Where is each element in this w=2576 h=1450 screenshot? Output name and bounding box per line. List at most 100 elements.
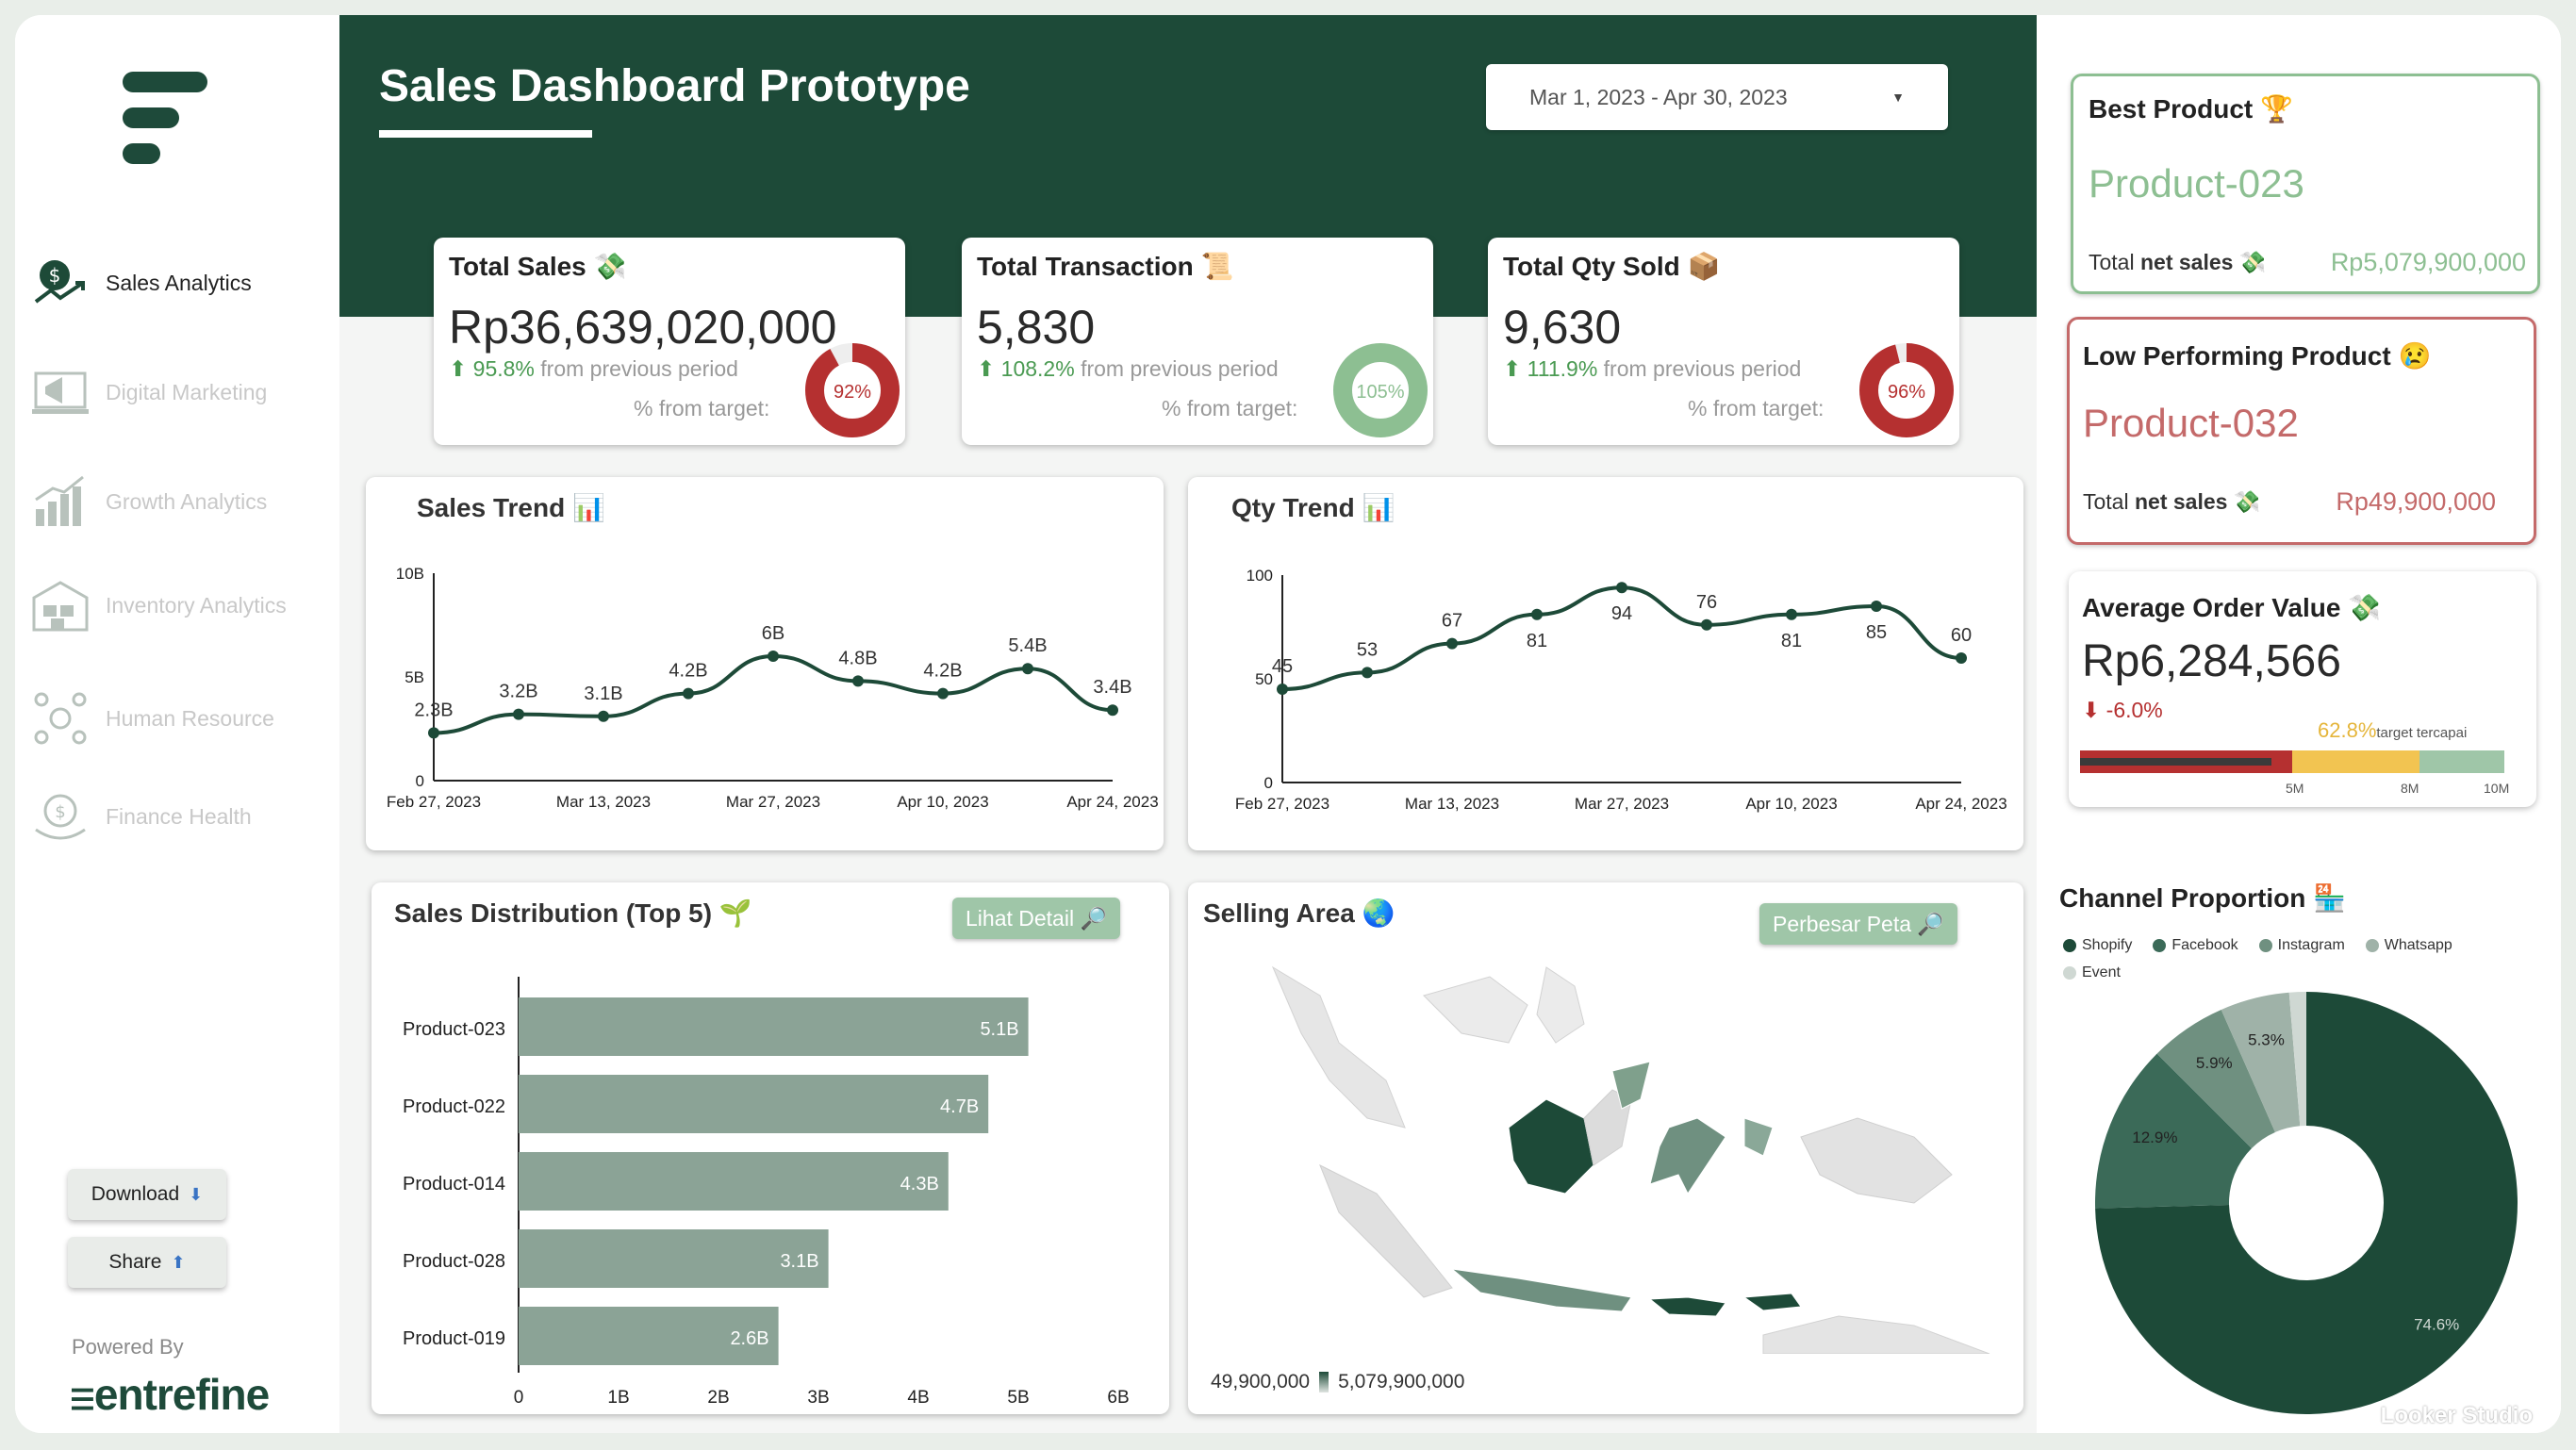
- ring-fill: [1333, 343, 1428, 437]
- y-tick-label: 0: [1264, 774, 1273, 792]
- bar: [519, 1075, 989, 1133]
- low-product-net-label: Total net sales 💸: [2083, 489, 2261, 514]
- share-icon: ⬆: [171, 1252, 186, 1272]
- category-label: Product-014: [403, 1174, 505, 1195]
- kpi-value: Rp36,639,020,000: [449, 301, 837, 354]
- bar-label: 5.1B: [980, 1019, 1018, 1040]
- category-label: Product-023: [403, 1019, 505, 1040]
- kpi-change: ⬆ 111.9% from previous period: [1503, 356, 1802, 381]
- x-tick-label: Feb 27, 2023: [1235, 795, 1329, 813]
- sidebar-item-finance-health[interactable]: $ Finance Health: [30, 786, 332, 847]
- sidebar-item-human-resource[interactable]: Human Resource: [30, 688, 332, 749]
- sidebar-item-growth-analytics[interactable]: Growth Analytics: [30, 471, 332, 532]
- sidebar-item-inventory-analytics[interactable]: Inventory Analytics: [30, 575, 332, 635]
- kpi-target-ring: 92%: [805, 343, 900, 437]
- kpi-value: 9,630: [1503, 301, 1622, 354]
- indonesia-map[interactable]: [1235, 958, 2008, 1354]
- legend-item: Event: [2063, 961, 2121, 985]
- sidebar-item-digital-marketing[interactable]: Digital Marketing: [30, 362, 332, 422]
- kpi-target-label: % from target:: [1688, 396, 1825, 420]
- pie-slice: [2095, 992, 2518, 1414]
- kpi-title: Total Sales 💸: [449, 252, 627, 281]
- data-point: [852, 675, 864, 687]
- y-tick-label: 5B: [405, 668, 424, 686]
- legend-item: Instagram: [2258, 933, 2345, 958]
- data-point: [1277, 684, 1288, 695]
- qty-trend-chart: 0 50 100 45 53 67 81 94 76 81 85 60 Feb 27, 2023 Mar …: [1235, 567, 2007, 813]
- data-point: [1701, 618, 1712, 631]
- chart-title: Qty Trend 📊: [1231, 493, 1395, 522]
- category-label: Product-022: [403, 1096, 505, 1117]
- svg-text:$: $: [49, 264, 61, 287]
- bar: [519, 997, 1029, 1056]
- legend-item: Whatsapp: [2365, 933, 2452, 958]
- data-label: 6B: [762, 623, 784, 644]
- ring-fill: [805, 343, 900, 437]
- sidebar: $ Sales Analytics Digital Marketing Grow…: [15, 15, 339, 1433]
- category-label: Product-028: [403, 1251, 505, 1272]
- download-button[interactable]: Download ⬇: [68, 1169, 226, 1220]
- aov-tick: 10M: [2484, 781, 2510, 796]
- sidebar-item-label: Human Resource: [106, 705, 274, 731]
- kpi-target-label: % from target:: [634, 396, 770, 420]
- selling-area-card: Selling Area 🌏 Perbesar Peta 🔎 49,900,00…: [1188, 882, 2023, 1414]
- x-tick-label: 3B: [807, 1388, 829, 1408]
- data-label: 3.1B: [584, 684, 622, 704]
- x-tick-label: 6B: [1107, 1388, 1129, 1408]
- sales-trend-card: Sales Trend 📊 0 5B 10B 2.3B 3.2B 3.1B 4.2B 6B 4.…: [366, 477, 1164, 850]
- kpi-total-sales: Total Sales 💸 Rp36,639,020,000 ⬆ 95.8% f…: [434, 238, 905, 445]
- x-tick-label: Feb 27, 2023: [387, 793, 481, 811]
- pie-slice: [2095, 1053, 2253, 1209]
- best-product-title: Best Product 🏆: [2089, 94, 2293, 124]
- x-tick-label: Mar 13, 2023: [1405, 795, 1499, 813]
- y-tick-label: 50: [1255, 670, 1273, 688]
- data-label: 53: [1357, 639, 1378, 660]
- perbesar-peta-button[interactable]: Perbesar Peta 🔎: [1759, 903, 1958, 945]
- powered-by-label: Powered By: [72, 1335, 184, 1359]
- x-tick-label: Mar 27, 2023: [726, 793, 820, 811]
- chart-title: Selling Area 🌏: [1203, 898, 1395, 928]
- megaphone-icon: [32, 371, 89, 414]
- data-label: 4.2B: [923, 661, 962, 682]
- best-product-name: Product-023: [2089, 161, 2304, 206]
- sidebar-item-label: Sales Analytics: [106, 270, 252, 295]
- channel-legend: Shopify Facebook Instagram Whatsapp Event: [2063, 933, 2535, 988]
- best-product-net-label: Total net sales 💸: [2089, 250, 2267, 274]
- sidebar-item-label: Growth Analytics: [106, 488, 268, 514]
- sidebar-item-sales-analytics[interactable]: $ Sales Analytics: [30, 253, 332, 313]
- pie-slice: [2288, 992, 2306, 1127]
- sidebar-item-label: Finance Health: [106, 803, 252, 829]
- kpi-total-qty: Total Qty Sold 📦 9,630 ⬆ 111.9% from pre…: [1488, 238, 1959, 445]
- slice-label: 5.3%: [2248, 1030, 2285, 1048]
- data-label: 76: [1696, 592, 1717, 613]
- growth-bar-icon: [35, 475, 84, 526]
- slice-label: 74.6%: [2414, 1316, 2459, 1334]
- data-label: 81: [1781, 631, 1802, 651]
- bar: [519, 1152, 949, 1211]
- kpi-title: Total Transaction 📜: [977, 252, 1234, 281]
- slice-label: 12.9%: [2132, 1129, 2177, 1146]
- best-product-card: Best Product 🏆 Product-023 Total net sal…: [2071, 74, 2540, 294]
- data-label: 94: [1611, 603, 1632, 624]
- share-button[interactable]: Share ⬆: [68, 1237, 226, 1288]
- scale-min: 49,900,000: [1211, 1371, 1311, 1392]
- distribution-card: Sales Distribution (Top 5) 🌱 Lihat Detai…: [372, 882, 1169, 1414]
- date-range-picker[interactable]: Mar 1, 2023 - Apr 30, 2023 ▼: [1486, 64, 1948, 130]
- data-label: 4.8B: [838, 648, 877, 668]
- data-point: [1022, 663, 1033, 675]
- bar-label: 4.7B: [940, 1096, 979, 1117]
- ring-fill: [1859, 343, 1954, 437]
- money-hand-icon: $: [35, 794, 86, 840]
- data-point: [1786, 608, 1797, 620]
- kpi-title: Total Qty Sold 📦: [1503, 252, 1721, 281]
- channel-pie-chart: 74.6% 12.9% 5.9% 5.3%: [2095, 992, 2518, 1414]
- data-point: [598, 710, 609, 722]
- lihat-detail-button[interactable]: Lihat Detail 🔎: [952, 898, 1121, 939]
- app-logo: [123, 72, 217, 166]
- category-label: Product-019: [403, 1328, 505, 1349]
- map-scale: 49,900,000 5,079,900,000: [1211, 1371, 1464, 1393]
- data-point: [1531, 608, 1543, 620]
- data-point: [683, 687, 694, 700]
- low-product-title: Low Performing Product 😢: [2083, 341, 2432, 371]
- ring-label: 105%: [1356, 382, 1404, 403]
